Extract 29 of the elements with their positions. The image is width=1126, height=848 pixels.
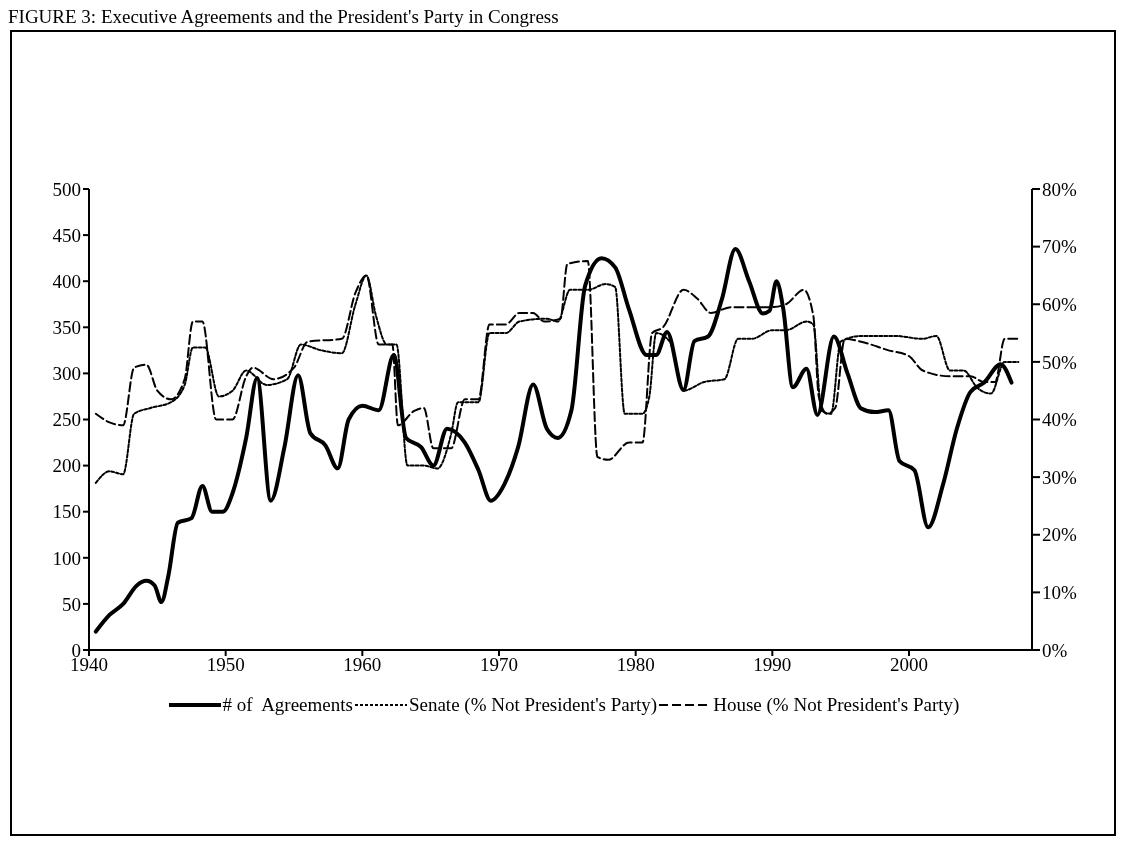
chart-title: FIGURE 3: Executive Agreements and the President's Party in Congress: [8, 6, 559, 28]
x-tick-label: 1970: [480, 654, 518, 676]
x-tick-label: 1980: [616, 654, 655, 676]
x-tick-label: 1960: [343, 654, 382, 676]
y2-tick-label: 40%: [1042, 409, 1077, 431]
y2-tick-label: 10%: [1042, 582, 1077, 604]
y-tick-label: 50: [62, 593, 81, 615]
legend-label: # of Agreements: [222, 694, 353, 716]
y-tick-label: 300: [52, 363, 81, 385]
x-tick-label: 1950: [206, 654, 245, 676]
y-tick-label: 100: [52, 547, 81, 569]
legend-label: House (% Not President's Party): [713, 694, 960, 716]
legend-label: Senate (% Not President's Party): [408, 694, 658, 716]
y-tick-label: 500: [52, 178, 81, 200]
x-tick-label: 1990: [753, 654, 792, 676]
x-tick-label: 2000: [890, 654, 928, 676]
y-tick-label: 400: [52, 270, 81, 292]
y2-tick-label: 0%: [1042, 639, 1068, 661]
y2-tick-label: 20%: [1042, 524, 1077, 546]
y2-tick-label: 80%: [1042, 178, 1077, 200]
y2-tick-label: 70%: [1042, 236, 1077, 258]
y-tick-label: 250: [52, 409, 81, 431]
y-tick-label: 200: [52, 455, 81, 477]
y2-tick-label: 30%: [1042, 466, 1077, 488]
y-tick-label: 350: [52, 317, 81, 339]
y2-tick-label: 60%: [1042, 293, 1077, 315]
y2-tick-label: 50%: [1042, 351, 1077, 373]
y-tick-label: 150: [52, 501, 81, 523]
y-tick-label: 450: [52, 224, 81, 246]
